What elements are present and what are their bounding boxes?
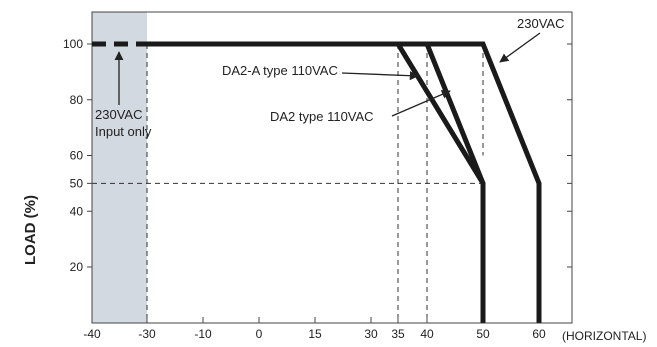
annotation-layer: 230VAC DA2-A type 110VAC DA2 type 110VAC 23… [95,16,564,139]
x-tick-label: -10 [194,327,212,341]
x-tick-label: -30 [138,327,156,341]
series-line-da2-a-type-110vac [147,41,486,323]
x-axis-label: (HORIZONTAL) [562,329,646,343]
y-tick-label: 80 [70,93,84,107]
x-tick-label: 15 [308,327,322,341]
y-tick-label: 20 [70,260,84,274]
x-tick-label: 0 [256,327,263,341]
annotation-arrow [499,32,541,63]
annotation-label: DA2-A type 110VAC [222,63,338,78]
ticks-layer: -40 -30 -10 0 15 30 35 40 50 60 20 40 50 60 80 100 [63,37,572,341]
y-axis-label: LOAD (%) [22,195,39,265]
x-tick-label: 60 [532,327,546,341]
y-tick-label: 40 [70,204,84,218]
annotation-label: 230VAC [517,16,564,31]
annotation-label: DA2 type 110VAC [270,109,374,124]
annotation-arrow [391,90,451,117]
x-tick-label: 40 [420,327,434,341]
annotation-label: Input only [95,124,152,139]
y-tick-label: 60 [70,149,84,163]
series-layer [92,41,542,323]
annotation-label: 230VAC [95,107,142,122]
x-tick-label: 35 [391,327,405,341]
y-tick-label: 100 [63,37,83,51]
x-tick-label: 30 [364,327,378,341]
x-tick-label: -40 [83,327,101,341]
annotation-arrow [341,71,419,81]
x-tick-label: 50 [476,327,490,341]
series-line-da2-type-110vac [147,41,486,323]
y-tick-label: 50 [70,176,84,190]
plot-frame [91,11,573,324]
